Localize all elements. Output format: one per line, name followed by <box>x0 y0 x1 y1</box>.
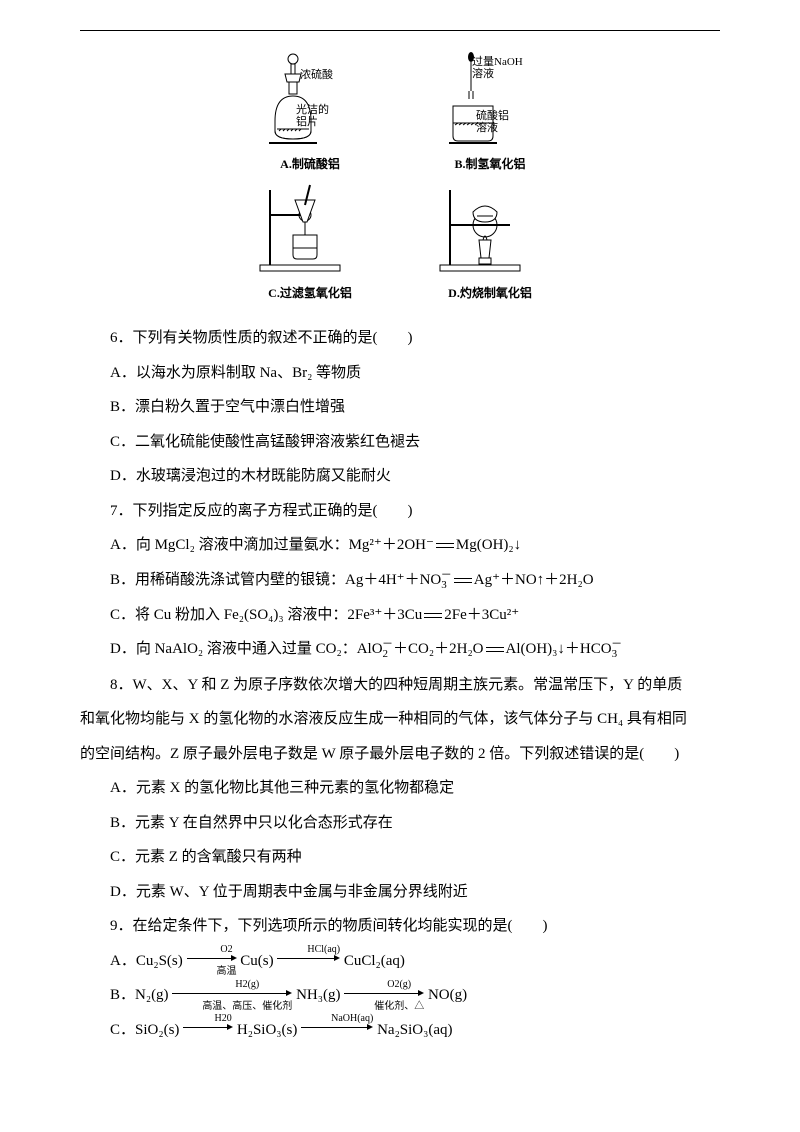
label-text: 铝片 <box>296 113 318 129</box>
q9-stem: 9．在给定条件下，下列选项所示的物质间转化均能实现的是( ) <box>80 909 720 944</box>
text: D．向 NaAlO₂ 溶液中通入过量 CO₂：AlO <box>110 641 383 657</box>
equals-icon <box>424 613 442 618</box>
text: ＋CO₂＋2H₂O <box>393 641 483 657</box>
q6-stem: 6．下列有关物质性质的叙述不正确的是( ) <box>80 321 720 356</box>
arrow-bot <box>301 1036 373 1046</box>
text: B．N₂(g) <box>110 987 169 1003</box>
text: B．用稀硝酸洗涤试管内壁的银镜：Ag＋4H⁺＋NO <box>110 572 441 588</box>
q7-opt-D: D．向 NaAlO₂ 溶液中通入过量 CO₂：AlO2－＋CO₂＋2H₂OAl(… <box>80 632 720 667</box>
diagram-caption: D.灼烧制氧化铝 <box>420 284 560 301</box>
text: C．将 Cu 粉加入 Fe₂(SO₄)₃ 溶液中：2Fe³⁺＋3Cu <box>110 607 422 623</box>
arrow-top: NaOH(aq) <box>301 1014 373 1024</box>
apparatus-diagrams: 浓硫酸 光洁的 铝片 A.制硫酸铝 过量NaOH 溶液 <box>80 51 720 301</box>
q6-opt-A: A．以海水为原料制取 Na、Br₂ 等物质 <box>80 356 720 391</box>
text: Ag⁺＋NO↑＋2H₂O <box>474 572 594 588</box>
reaction-arrow-icon: H2(g) 高温、高压、催化剂 <box>172 980 292 1012</box>
q8-opt-C: C．元素 Z 的含氧酸只有两种 <box>80 840 720 875</box>
arrow-bot: 高温 <box>187 967 237 977</box>
arrow-bot <box>277 967 340 977</box>
q9-opt-C: C．SiO₂(s) H20 H₂SiO₃(s) NaOH(aq) Na₂SiO₃… <box>80 1013 720 1048</box>
text: 2Fe＋3Cu²⁺ <box>444 607 519 623</box>
equals-icon <box>436 543 454 548</box>
text: C．SiO₂(s) <box>110 1022 179 1038</box>
arrow-top: O2(g) <box>344 980 424 990</box>
q9-opt-B: B．N₂(g) H2(g) 高温、高压、催化剂 NH₃(g) O2(g) 催化剂… <box>80 978 720 1013</box>
reaction-arrow-icon: O2(g) 催化剂、△ <box>344 980 424 1012</box>
q6-opt-D: D．水玻璃浸泡过的木材既能防腐又能耐火 <box>80 459 720 494</box>
q8-line1: 8．W、X、Y 和 Z 为原子序数依次增大的四种短周期主族元素。常温常压下，Y … <box>80 668 720 703</box>
reaction-arrow-icon: H20 <box>183 1014 233 1046</box>
q8-line3: 的空间结构。Z 原子最外层电子数是 W 原子最外层电子数的 2 倍。下列叙述错误… <box>80 737 720 772</box>
text: Al(OH)₃↓＋HCO <box>506 641 612 657</box>
burner-stand-icon <box>435 180 545 280</box>
diagram-C: C.过滤氢氧化铝 <box>240 180 380 301</box>
arrow-top: H2(g) <box>172 980 292 990</box>
q8-opt-A: A．元素 X 的氢化物比其他三种元素的氢化物都稳定 <box>80 771 720 806</box>
text: A．向 MgCl₂ 溶液中滴加过量氨水：Mg²⁺＋2OH⁻ <box>110 537 434 553</box>
diagram-caption: C.过滤氢氧化铝 <box>240 284 380 301</box>
label-text: 浓硫酸 <box>300 66 333 82</box>
diagram-D: D.灼烧制氧化铝 <box>420 180 560 301</box>
q6-opt-C: C．二氧化硫能使酸性高锰酸钾溶液紫红色褪去 <box>80 425 720 460</box>
q8-opt-B: B．元素 Y 在自然界中只以化合态形式存在 <box>80 806 720 841</box>
text: Mg(OH)₂↓ <box>456 537 521 553</box>
arrow-bot <box>183 1036 233 1046</box>
arrow-top: H20 <box>183 1014 233 1024</box>
text: NO(g) <box>428 987 467 1003</box>
reaction-arrow-icon: NaOH(aq) <box>301 1014 373 1046</box>
label-text: 溶液 <box>472 65 494 81</box>
q7-stem: 7．下列指定反应的离子方程式正确的是( ) <box>80 494 720 529</box>
top-rule <box>80 30 720 31</box>
q7-opt-C: C．将 Cu 粉加入 Fe₂(SO₄)₃ 溶液中：2Fe³⁺＋3Cu 2Fe＋3C… <box>80 598 720 633</box>
equals-icon <box>454 578 472 583</box>
text: Cu(s) <box>240 953 273 969</box>
equals-icon <box>486 647 504 652</box>
text: A．Cu₂S(s) <box>110 953 183 969</box>
text: NH₃(g) <box>296 987 340 1003</box>
arrow-bot: 催化剂、△ <box>344 1002 424 1012</box>
reaction-arrow-icon: O2 高温 <box>187 945 237 977</box>
arrow-bot: 高温、高压、催化剂 <box>172 1002 292 1012</box>
q8-line2: 和氧化物均能与 X 的氢化物的水溶液反应生成一种相同的气体，该气体分子与 CH₄… <box>80 702 720 737</box>
diagram-caption: A.制硫酸铝 <box>240 155 380 172</box>
arrow-top: O2 <box>187 945 237 955</box>
diagram-caption: B.制氢氧化铝 <box>420 155 560 172</box>
q8-opt-D: D．元素 W、Y 位于周期表中金属与非金属分界线附近 <box>80 875 720 910</box>
q9-opt-A: A．Cu₂S(s) O2 高温 Cu(s) HCl(aq) CuCl₂(aq) <box>80 944 720 979</box>
q7-opt-A: A．向 MgCl₂ 溶液中滴加过量氨水：Mg²⁺＋2OH⁻ Mg(OH)₂↓ <box>80 528 720 563</box>
diagram-A: 浓硫酸 光洁的 铝片 A.制硫酸铝 <box>240 51 380 172</box>
label-text: 溶液 <box>476 119 498 135</box>
q7-opt-B: B．用稀硝酸洗涤试管内壁的银镜：Ag＋4H⁺＋NO3－Ag⁺＋NO↑＋2H₂O <box>80 563 720 598</box>
text: 6．下列有关物质性质的叙述不正确的是( ) <box>110 330 413 346</box>
diagram-B: 过量NaOH 溶液 硫酸铝 溶液 B.制氢氧化铝 <box>420 51 560 172</box>
text: CuCl₂(aq) <box>344 953 405 969</box>
text: H₂SiO₃(s) <box>237 1022 297 1038</box>
arrow-top: HCl(aq) <box>277 945 340 955</box>
q6-opt-B: B．漂白粉久置于空气中漂白性增强 <box>80 390 720 425</box>
filter-stand-icon <box>255 180 365 280</box>
reaction-arrow-icon: HCl(aq) <box>277 945 340 977</box>
text: Na₂SiO₃(aq) <box>377 1022 452 1038</box>
